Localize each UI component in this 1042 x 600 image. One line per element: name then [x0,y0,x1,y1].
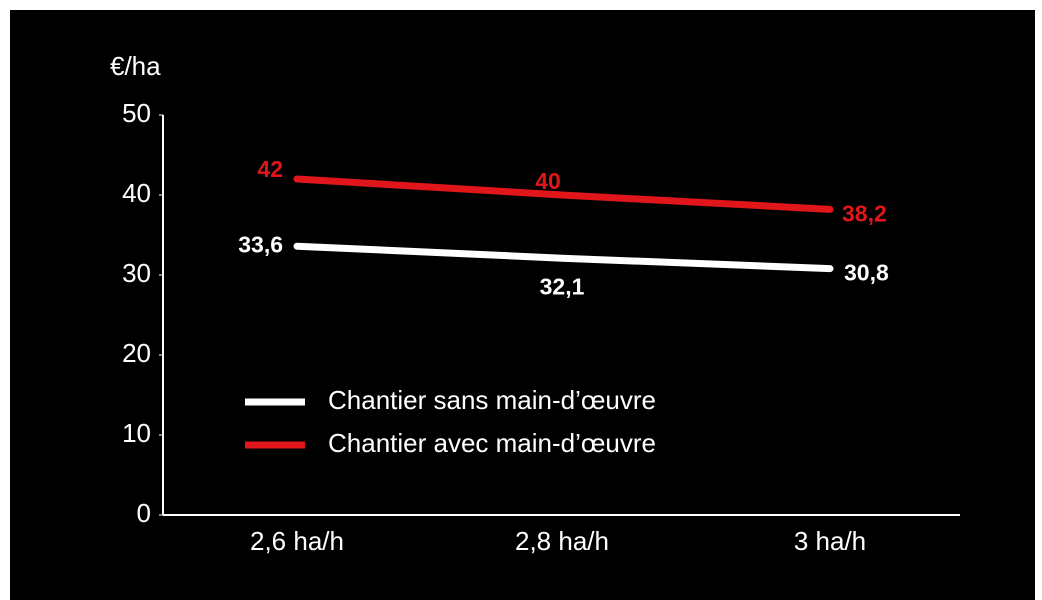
data-label: 32,1 [540,273,585,299]
legend-label: Chantier sans main-d’œuvre [328,385,656,415]
y-tick-label: 40 [122,178,151,208]
x-tick-label: 3 ha/h [794,526,866,556]
y-tick-label: 50 [122,98,151,128]
data-label: 42 [257,156,283,182]
y-tick-label: 20 [122,338,151,368]
y-tick-label: 30 [122,258,151,288]
y-axis-label: €/ha [110,51,161,81]
line [293,175,834,213]
y-tick-label: 0 [137,498,151,528]
data-label: 38,2 [842,200,887,226]
x-tick-label: 2,8 ha/h [515,526,609,556]
data-label: 40 [535,168,561,194]
data-label: 33,6 [238,231,283,257]
line [293,242,834,273]
data-label: 30,8 [844,260,889,286]
legend-label: Chantier avec main-d’œuvre [328,428,656,458]
x-tick-label: 2,6 ha/h [250,526,344,556]
y-tick-label: 10 [122,418,151,448]
chart-background [10,10,1035,600]
